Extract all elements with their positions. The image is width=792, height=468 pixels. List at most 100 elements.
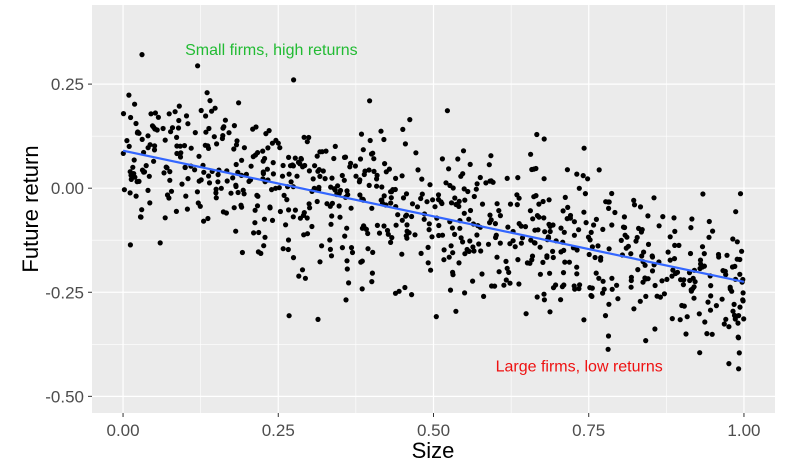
data-point: [306, 201, 312, 207]
data-point: [582, 191, 589, 197]
data-point: [130, 164, 136, 170]
data-point: [358, 131, 365, 137]
data-point: [258, 250, 264, 256]
data-point: [524, 260, 531, 266]
data-point: [680, 282, 687, 288]
data-point: [559, 284, 566, 290]
data-point: [460, 239, 466, 245]
data-point: [643, 293, 649, 299]
data-point: [724, 252, 730, 258]
data-point: [633, 238, 639, 244]
data-point: [362, 168, 368, 174]
data-point: [481, 293, 487, 299]
data-point: [425, 244, 431, 250]
data-point: [577, 282, 583, 288]
y-tick-label: -0.50: [45, 387, 84, 406]
data-point: [192, 130, 198, 136]
data-point: [562, 259, 568, 265]
data-point: [585, 234, 592, 240]
data-point: [409, 201, 416, 207]
data-point: [687, 250, 694, 257]
data-point: [527, 208, 534, 214]
data-point: [312, 163, 318, 169]
data-point: [605, 333, 612, 339]
data-point: [720, 268, 726, 274]
data-point: [381, 223, 387, 229]
data-point: [280, 246, 286, 252]
data-point: [628, 274, 635, 280]
data-point: [413, 150, 419, 156]
data-point: [591, 222, 597, 228]
data-point: [606, 246, 612, 252]
data-point: [600, 226, 606, 232]
data-point: [155, 114, 161, 120]
data-point: [494, 254, 500, 260]
data-point: [400, 195, 407, 201]
data-point: [471, 248, 477, 254]
data-point: [736, 350, 742, 356]
annotation-small-firms: Small firms, high returns: [185, 42, 357, 59]
data-point: [536, 201, 542, 207]
data-point: [609, 286, 615, 292]
data-point: [713, 303, 720, 309]
data-point: [127, 169, 133, 175]
data-point: [267, 204, 273, 210]
data-point: [145, 187, 151, 193]
data-point: [550, 222, 556, 228]
data-point: [145, 133, 151, 139]
data-point: [628, 284, 634, 290]
data-point: [147, 200, 153, 206]
data-point: [359, 286, 365, 292]
data-point: [465, 188, 471, 195]
data-point: [576, 227, 582, 233]
data-point: [726, 324, 732, 330]
data-point: [289, 162, 296, 168]
data-point: [370, 150, 376, 156]
data-point: [152, 143, 158, 149]
data-point: [455, 156, 461, 162]
data-point: [501, 282, 507, 288]
data-point: [327, 237, 333, 243]
data-point: [337, 214, 343, 220]
data-point: [736, 366, 742, 372]
x-tick-label: 0.50: [417, 421, 450, 440]
data-point: [733, 209, 739, 215]
data-point: [571, 232, 578, 238]
data-point: [661, 291, 668, 297]
data-point: [246, 178, 252, 184]
data-point: [689, 216, 695, 222]
data-point: [532, 240, 538, 246]
data-point: [448, 243, 454, 249]
data-point: [240, 187, 246, 193]
data-point: [357, 192, 363, 198]
data-point: [737, 304, 743, 310]
data-point: [497, 213, 503, 219]
data-point: [541, 297, 548, 303]
data-point: [565, 204, 571, 210]
data-point: [393, 175, 399, 181]
data-point: [432, 204, 438, 210]
data-point: [436, 232, 442, 239]
data-point: [228, 190, 234, 196]
data-point: [474, 181, 480, 187]
data-point: [424, 199, 430, 205]
data-point: [371, 168, 377, 174]
data-point: [184, 206, 190, 212]
data-point: [541, 215, 547, 221]
data-point: [595, 243, 601, 249]
data-point: [252, 220, 258, 226]
data-point: [547, 309, 553, 315]
data-point: [537, 271, 544, 277]
data-point: [550, 285, 557, 291]
data-point: [261, 243, 267, 249]
data-point: [139, 52, 145, 58]
data-point: [290, 214, 296, 220]
data-point: [352, 163, 358, 169]
data-point: [723, 272, 729, 278]
data-point: [160, 125, 166, 132]
data-point: [536, 214, 542, 220]
data-point: [327, 203, 333, 209]
data-point: [483, 180, 489, 186]
data-point: [605, 346, 611, 352]
